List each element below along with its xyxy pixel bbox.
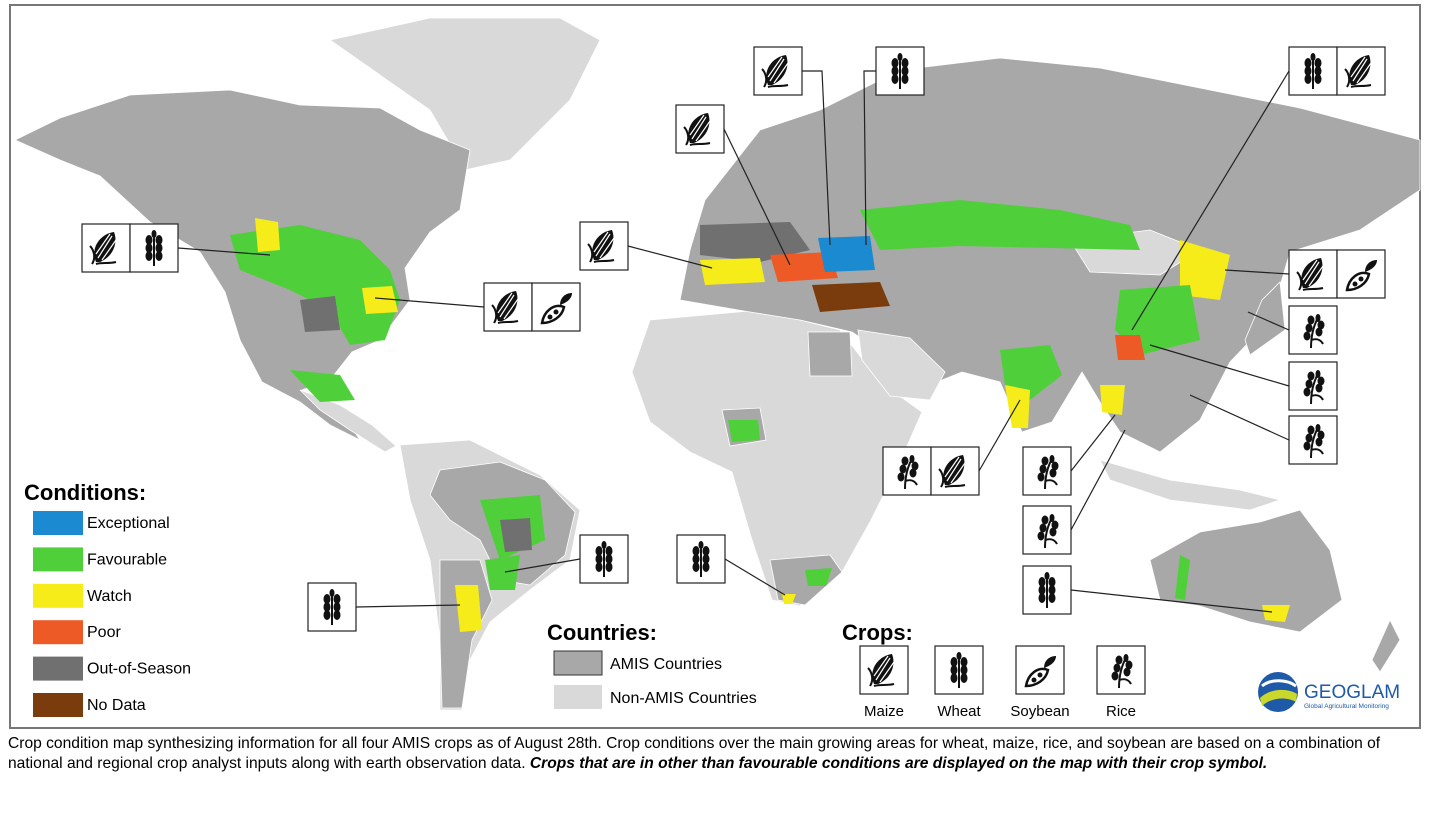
arabia [857,329,946,401]
land [14,17,1421,711]
legend-label: Non-AMIS Countries [610,690,757,707]
area-watch [362,286,398,314]
logo: GEOGLAM Global Agricultural Monitoring [1258,672,1400,712]
area-favourable [860,200,1140,250]
area-poor [1115,335,1145,360]
area-favourable [230,225,400,345]
caption: Crop condition map synthesizing informat… [8,734,1424,773]
area-favourable [805,568,832,586]
conditions-title: Conditions: [24,480,146,505]
legend-label: AMIS Countries [610,656,722,673]
area-watch [255,218,280,252]
legend-label: Poor [87,624,121,641]
area-out-of-season [300,296,340,332]
logo-name: GEOGLAM [1304,682,1400,703]
new-zealand [1371,619,1401,673]
legend-swatch [33,583,83,608]
legend-swatch [33,620,83,645]
conditions-legend: Exceptional Favourable Watch Poor Out-of-Sea… [33,511,191,717]
central-america [299,389,397,453]
area-watch [1100,385,1125,415]
logo-tagline: Global Agricultural Monitoring [1304,703,1389,710]
legend-label: No Data [87,697,146,714]
legend-label: Favourable [87,551,167,568]
area-watch [1005,385,1030,428]
greenland [329,17,601,171]
crops-title: Crops: [842,620,913,645]
legend-label: Exceptional [87,515,170,532]
legend-swatch [553,650,603,676]
area-watch [1180,240,1230,300]
legend-swatch [554,685,602,709]
area-favourable [1000,345,1062,400]
area-exceptional [818,236,875,272]
map: Conditions: Exceptional Favourable Watch Po… [9,4,1421,729]
indonesia [1099,459,1282,511]
countries-legend: AMIS Countries Non-AMIS Countries [553,650,757,709]
area-out-of-season [500,518,532,552]
area-favourable [485,555,520,590]
area-watch [455,585,482,632]
egypt [807,331,853,377]
condition-areas [230,200,1290,632]
area-watch [782,594,796,604]
legend-swatch [33,693,83,717]
crops-legend: Maize Wheat Soybean Rice [859,645,1146,720]
area-watch [1262,605,1290,622]
callouts [81,46,1386,632]
countries-title: Countries: [547,620,657,645]
legend-label: Out-of-Season [87,661,191,678]
area-favourable [1175,555,1190,600]
south-africa [769,554,843,606]
area-out-of-season [700,222,810,262]
legend-label: Watch [87,588,132,605]
crop-label: Maize [864,703,904,720]
area-watch [700,258,765,285]
crop-label: Soybean [1010,703,1069,720]
area-favourable [290,370,355,402]
area-no-data [812,282,890,312]
australia [1149,509,1343,633]
caption-text: Crop condition map synthesizing informat… [8,735,1381,772]
legend-swatch [33,511,83,535]
legend-swatch [33,656,83,681]
japan [1244,281,1286,356]
crop-label: Rice [1106,703,1136,720]
area-favourable [728,420,760,442]
caption-emphasis: Crops that are in other than favourable … [529,754,1268,772]
legend-swatch [33,547,83,572]
crop-label: Wheat [937,703,981,720]
